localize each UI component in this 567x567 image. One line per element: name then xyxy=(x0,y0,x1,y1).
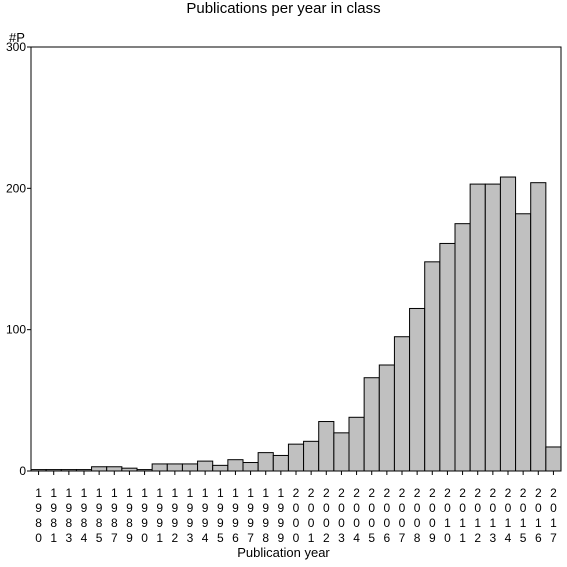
bar-1994 xyxy=(197,460,214,472)
bar-2004 xyxy=(348,416,365,472)
bar-1998 xyxy=(257,452,274,472)
bar-1995 xyxy=(212,464,229,472)
y-tick-label-300: 300 xyxy=(6,40,26,54)
bar-2002 xyxy=(318,421,335,472)
bar-1997 xyxy=(242,462,259,472)
bar-1993 xyxy=(181,463,199,472)
bar-2001 xyxy=(303,440,320,472)
bars-group xyxy=(30,176,562,472)
chart-title: Publications per year in class xyxy=(186,0,381,17)
x-axis-label: Publication year xyxy=(237,545,330,560)
bar-2000 xyxy=(287,443,305,472)
bar-2014 xyxy=(499,176,517,472)
bar-2011 xyxy=(454,223,471,472)
bar-2016 xyxy=(530,182,547,472)
bar-2015 xyxy=(515,213,532,472)
y-tick-label-0: 0 xyxy=(19,464,26,478)
bar-2008 xyxy=(409,307,426,472)
y-axis-label: #P xyxy=(9,30,25,45)
bar-2007 xyxy=(393,336,411,472)
x-axis: 1 9 8 0 1 9 8 1 1 9 8 3 1 9 8 4 1 9 8 5 1 9 8 7 1 9 8 9 1 9 9 0 1 9 9 1 1 9 9 2… xyxy=(35,471,557,545)
bar-1992 xyxy=(166,463,183,472)
y-tick-label-100: 100 xyxy=(6,323,26,337)
y-tick-label-200: 200 xyxy=(6,181,26,195)
bar-2017 xyxy=(545,446,562,472)
bar-1996 xyxy=(227,459,244,472)
y-axis: 0 100 200 300 xyxy=(6,40,31,478)
bar-1987 xyxy=(106,466,123,472)
bar-2006 xyxy=(378,364,395,472)
bar-2012 xyxy=(469,183,486,472)
bar-1999 xyxy=(272,454,289,472)
bar-2003 xyxy=(333,432,350,472)
bar-2013 xyxy=(484,183,501,472)
bar-2010 xyxy=(439,242,456,472)
bar-1991 xyxy=(151,463,168,472)
bar-2005 xyxy=(363,377,380,472)
bar-2009 xyxy=(424,261,441,472)
bar-1985 xyxy=(91,466,108,472)
